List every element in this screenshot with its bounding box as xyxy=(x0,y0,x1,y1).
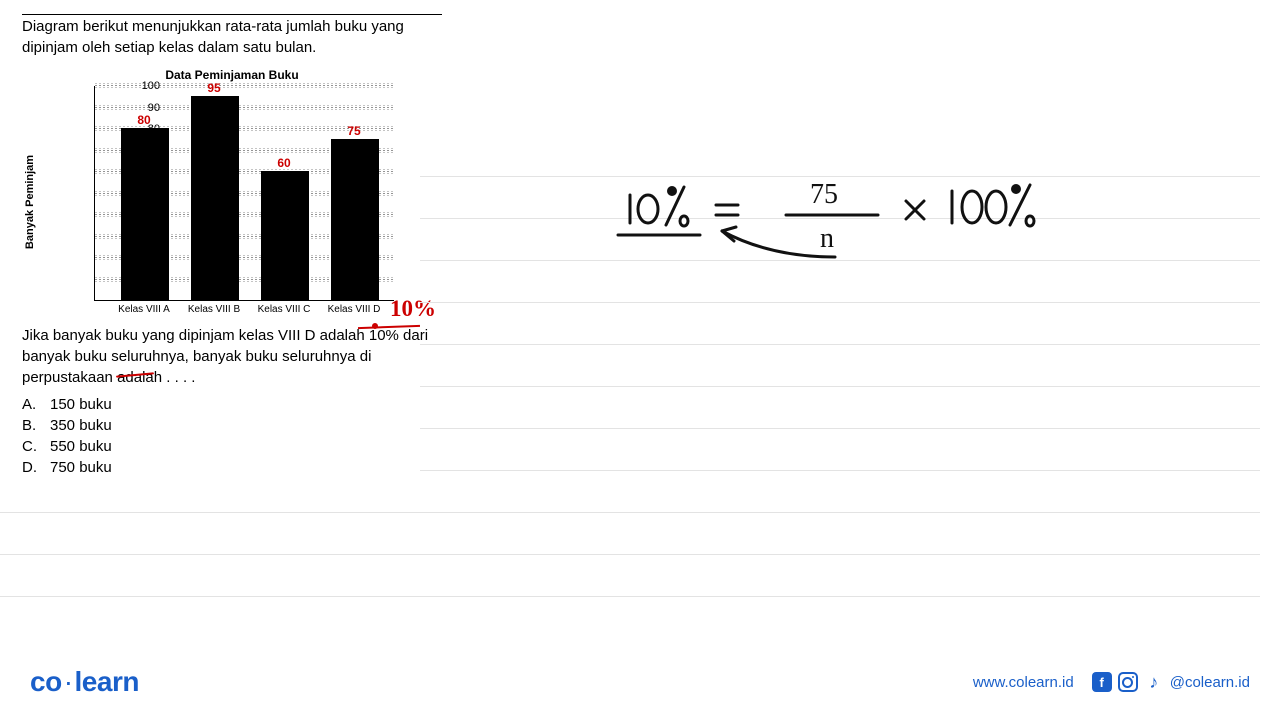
chart-title: Data Peminjaman Buku xyxy=(22,68,442,82)
option-text: 550 buku xyxy=(50,436,112,457)
question-body: Jika banyak buku yang dipinjam kelas VII… xyxy=(22,326,442,388)
y-tick: 20 xyxy=(130,252,160,264)
y-tick: 100 xyxy=(130,80,160,92)
bar-value-label: 80 xyxy=(137,113,150,127)
x-category: Kelas VIII A xyxy=(118,304,170,315)
instagram-icon xyxy=(1118,672,1138,692)
option-text: 750 buku xyxy=(50,457,112,478)
x-category: Kelas VIII D xyxy=(328,304,381,315)
brand-text-right: learn xyxy=(75,666,139,697)
option-letter: B. xyxy=(22,415,50,436)
y-axis-label: Banyak Peminjam xyxy=(24,155,36,249)
dot-annotation xyxy=(372,323,378,329)
social-handle: @colearn.id xyxy=(1170,674,1250,691)
y-tick: 10 xyxy=(130,274,160,286)
bar-chart: Banyak Peminjam 102030405060708090100 Ke… xyxy=(50,86,420,318)
option-row: B.350 buku xyxy=(22,415,442,436)
option-text: 350 buku xyxy=(50,415,112,436)
x-category: Kelas VIII B xyxy=(188,304,240,315)
option-row: C.550 buku xyxy=(22,436,442,457)
y-tick: 40 xyxy=(130,209,160,221)
option-letter: D. xyxy=(22,457,50,478)
handwritten-equation: 75 n xyxy=(610,175,1070,285)
option-letter: A. xyxy=(22,394,50,415)
brand-text-left: co xyxy=(30,666,62,697)
notebook-lines xyxy=(420,0,1260,720)
y-tick: 50 xyxy=(130,188,160,200)
y-tick: 90 xyxy=(130,102,160,114)
footer-url: www.colearn.id xyxy=(973,674,1074,691)
social-icons: f ♪ @colearn.id xyxy=(1092,672,1250,692)
option-row: D.750 buku xyxy=(22,457,442,478)
bar-value-label: 75 xyxy=(347,124,360,138)
bar xyxy=(331,139,379,300)
y-tick: 30 xyxy=(130,231,160,243)
tiktok-icon: ♪ xyxy=(1144,672,1164,692)
answer-options: A.150 bukuB.350 bukuC.550 bukuD.750 buku xyxy=(22,394,442,478)
footer: co·learn www.colearn.id f ♪ @colearn.id xyxy=(0,666,1280,698)
question-intro: Diagram berikut menunjukkan rata-rata ju… xyxy=(22,14,442,58)
facebook-icon: f xyxy=(1092,672,1112,692)
svg-text:n: n xyxy=(820,223,834,254)
x-category: Kelas VIII C xyxy=(258,304,311,315)
svg-text:75: 75 xyxy=(810,179,838,210)
y-tick: 70 xyxy=(130,145,160,157)
bar-value-label: 95 xyxy=(207,81,220,95)
option-letter: C. xyxy=(22,436,50,457)
bar xyxy=(191,96,239,300)
bar-value-label: 60 xyxy=(277,156,290,170)
brand-logo: co·learn xyxy=(30,666,139,698)
option-text: 150 buku xyxy=(50,394,112,415)
y-tick: 60 xyxy=(130,166,160,178)
option-row: A.150 buku xyxy=(22,394,442,415)
bar xyxy=(261,171,309,300)
